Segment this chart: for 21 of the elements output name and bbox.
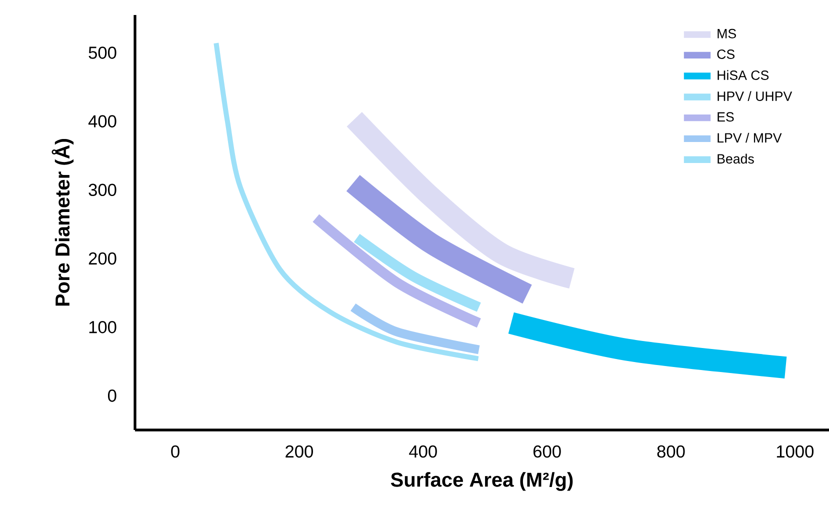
legend-label: HiSA CS xyxy=(718,70,769,80)
x-tick-label: 0 xyxy=(171,445,180,458)
y-axis-title: Pore Diameter (Å) xyxy=(52,139,74,306)
x-tick-label: 1000 xyxy=(776,445,814,458)
legend-label: LPV / MPV xyxy=(718,132,782,143)
y-tick-label: 400 xyxy=(88,115,116,128)
y-tick-label: 500 xyxy=(88,46,116,59)
y-tick-label: 0 xyxy=(108,390,116,402)
y-tick-label: 300 xyxy=(88,184,116,196)
legend-label: CS xyxy=(717,50,734,59)
x-axis-title: Surface Area (M²/g) xyxy=(390,472,573,491)
x-tick-label: 800 xyxy=(657,445,685,458)
x-tick-label: 600 xyxy=(533,445,561,458)
legend-label: Beads xyxy=(718,154,754,164)
legend-label: MS xyxy=(718,28,736,38)
y-tick-label: 200 xyxy=(88,252,116,265)
x-tick-label: 200 xyxy=(286,445,313,458)
x-tick-label: 400 xyxy=(409,445,437,458)
legend-label: ES xyxy=(718,112,734,122)
y-tick-label: 100 xyxy=(89,320,116,334)
legend-label: HPV / UHPV xyxy=(718,91,792,101)
